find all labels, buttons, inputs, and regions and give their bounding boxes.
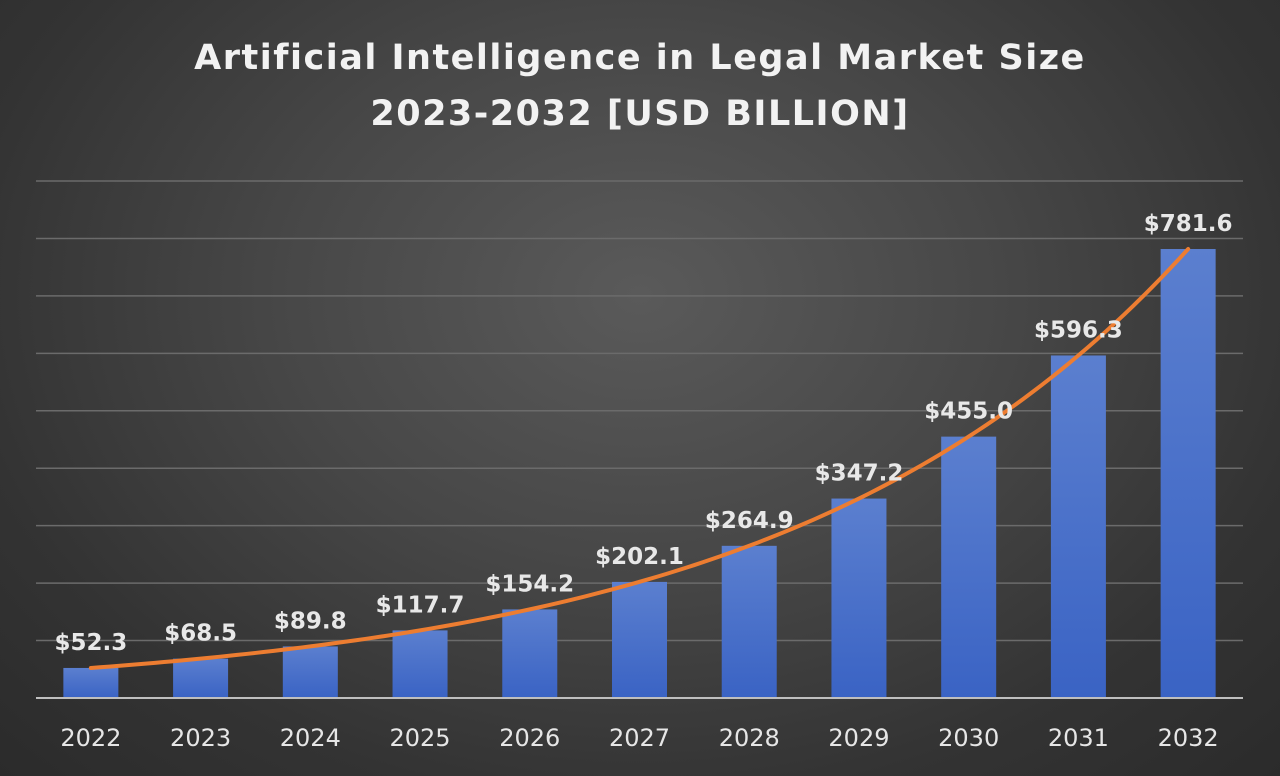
data-label-2030: $455.0 (924, 399, 1013, 425)
data-labels: $52.3 $68.5 $89.8 $117.7 $154.2 $202.1 $264.9 $… (54, 211, 1232, 656)
x-tick-label-2026: 2026 (499, 724, 560, 752)
x-tick-label-2031: 2031 (1048, 724, 1109, 752)
bars (63, 249, 1216, 698)
bar-2025 (392, 630, 448, 698)
x-tick-label-2024: 2024 (280, 724, 341, 752)
bar-2029 (831, 498, 887, 698)
x-tick-label-2022: 2022 (60, 724, 121, 752)
bar-2022 (63, 667, 119, 698)
bar-2024 (282, 646, 338, 698)
x-tick-label-2029: 2029 (828, 724, 889, 752)
x-tick-label-2027: 2027 (609, 724, 670, 752)
trendline (88, 247, 1191, 670)
trendline-group (88, 247, 1191, 670)
data-label-2026: $154.2 (485, 571, 574, 597)
data-label-2023: $68.5 (164, 621, 237, 647)
bar-2030 (941, 436, 997, 698)
bar-2028 (721, 545, 777, 698)
chart-title: Artificial Intelligence in Legal Market … (194, 38, 1086, 78)
bar-2023 (173, 658, 229, 698)
data-label-2022: $52.3 (54, 630, 127, 656)
data-label-2027: $202.1 (595, 544, 684, 570)
data-label-2025: $117.7 (376, 592, 465, 618)
bar-2027 (612, 581, 667, 698)
x-tick-label-2030: 2030 (938, 724, 999, 752)
gridlines (36, 180, 1243, 642)
x-tick-label-2023: 2023 (170, 724, 231, 752)
data-label-2032: $781.6 (1144, 211, 1233, 237)
data-label-2028: $264.9 (705, 508, 794, 534)
x-tick-label-2025: 2025 (390, 724, 451, 752)
chart-subtitle: 2023-2032 [USD BILLION] (370, 94, 910, 134)
bar-2031 (1050, 355, 1106, 698)
bar-2026 (502, 609, 558, 698)
data-label-2029: $347.2 (815, 461, 904, 487)
x-tick-label-2028: 2028 (719, 724, 780, 752)
x-tick-labels: 2022 2023 2024 2025 2026 2027 2028 2029 2030 2031… (60, 724, 1218, 752)
x-tick-label-2032: 2032 (1158, 724, 1219, 752)
bar-2032 (1160, 249, 1216, 698)
data-label-2024: $89.8 (274, 608, 347, 634)
data-label-2031: $596.3 (1034, 317, 1123, 343)
